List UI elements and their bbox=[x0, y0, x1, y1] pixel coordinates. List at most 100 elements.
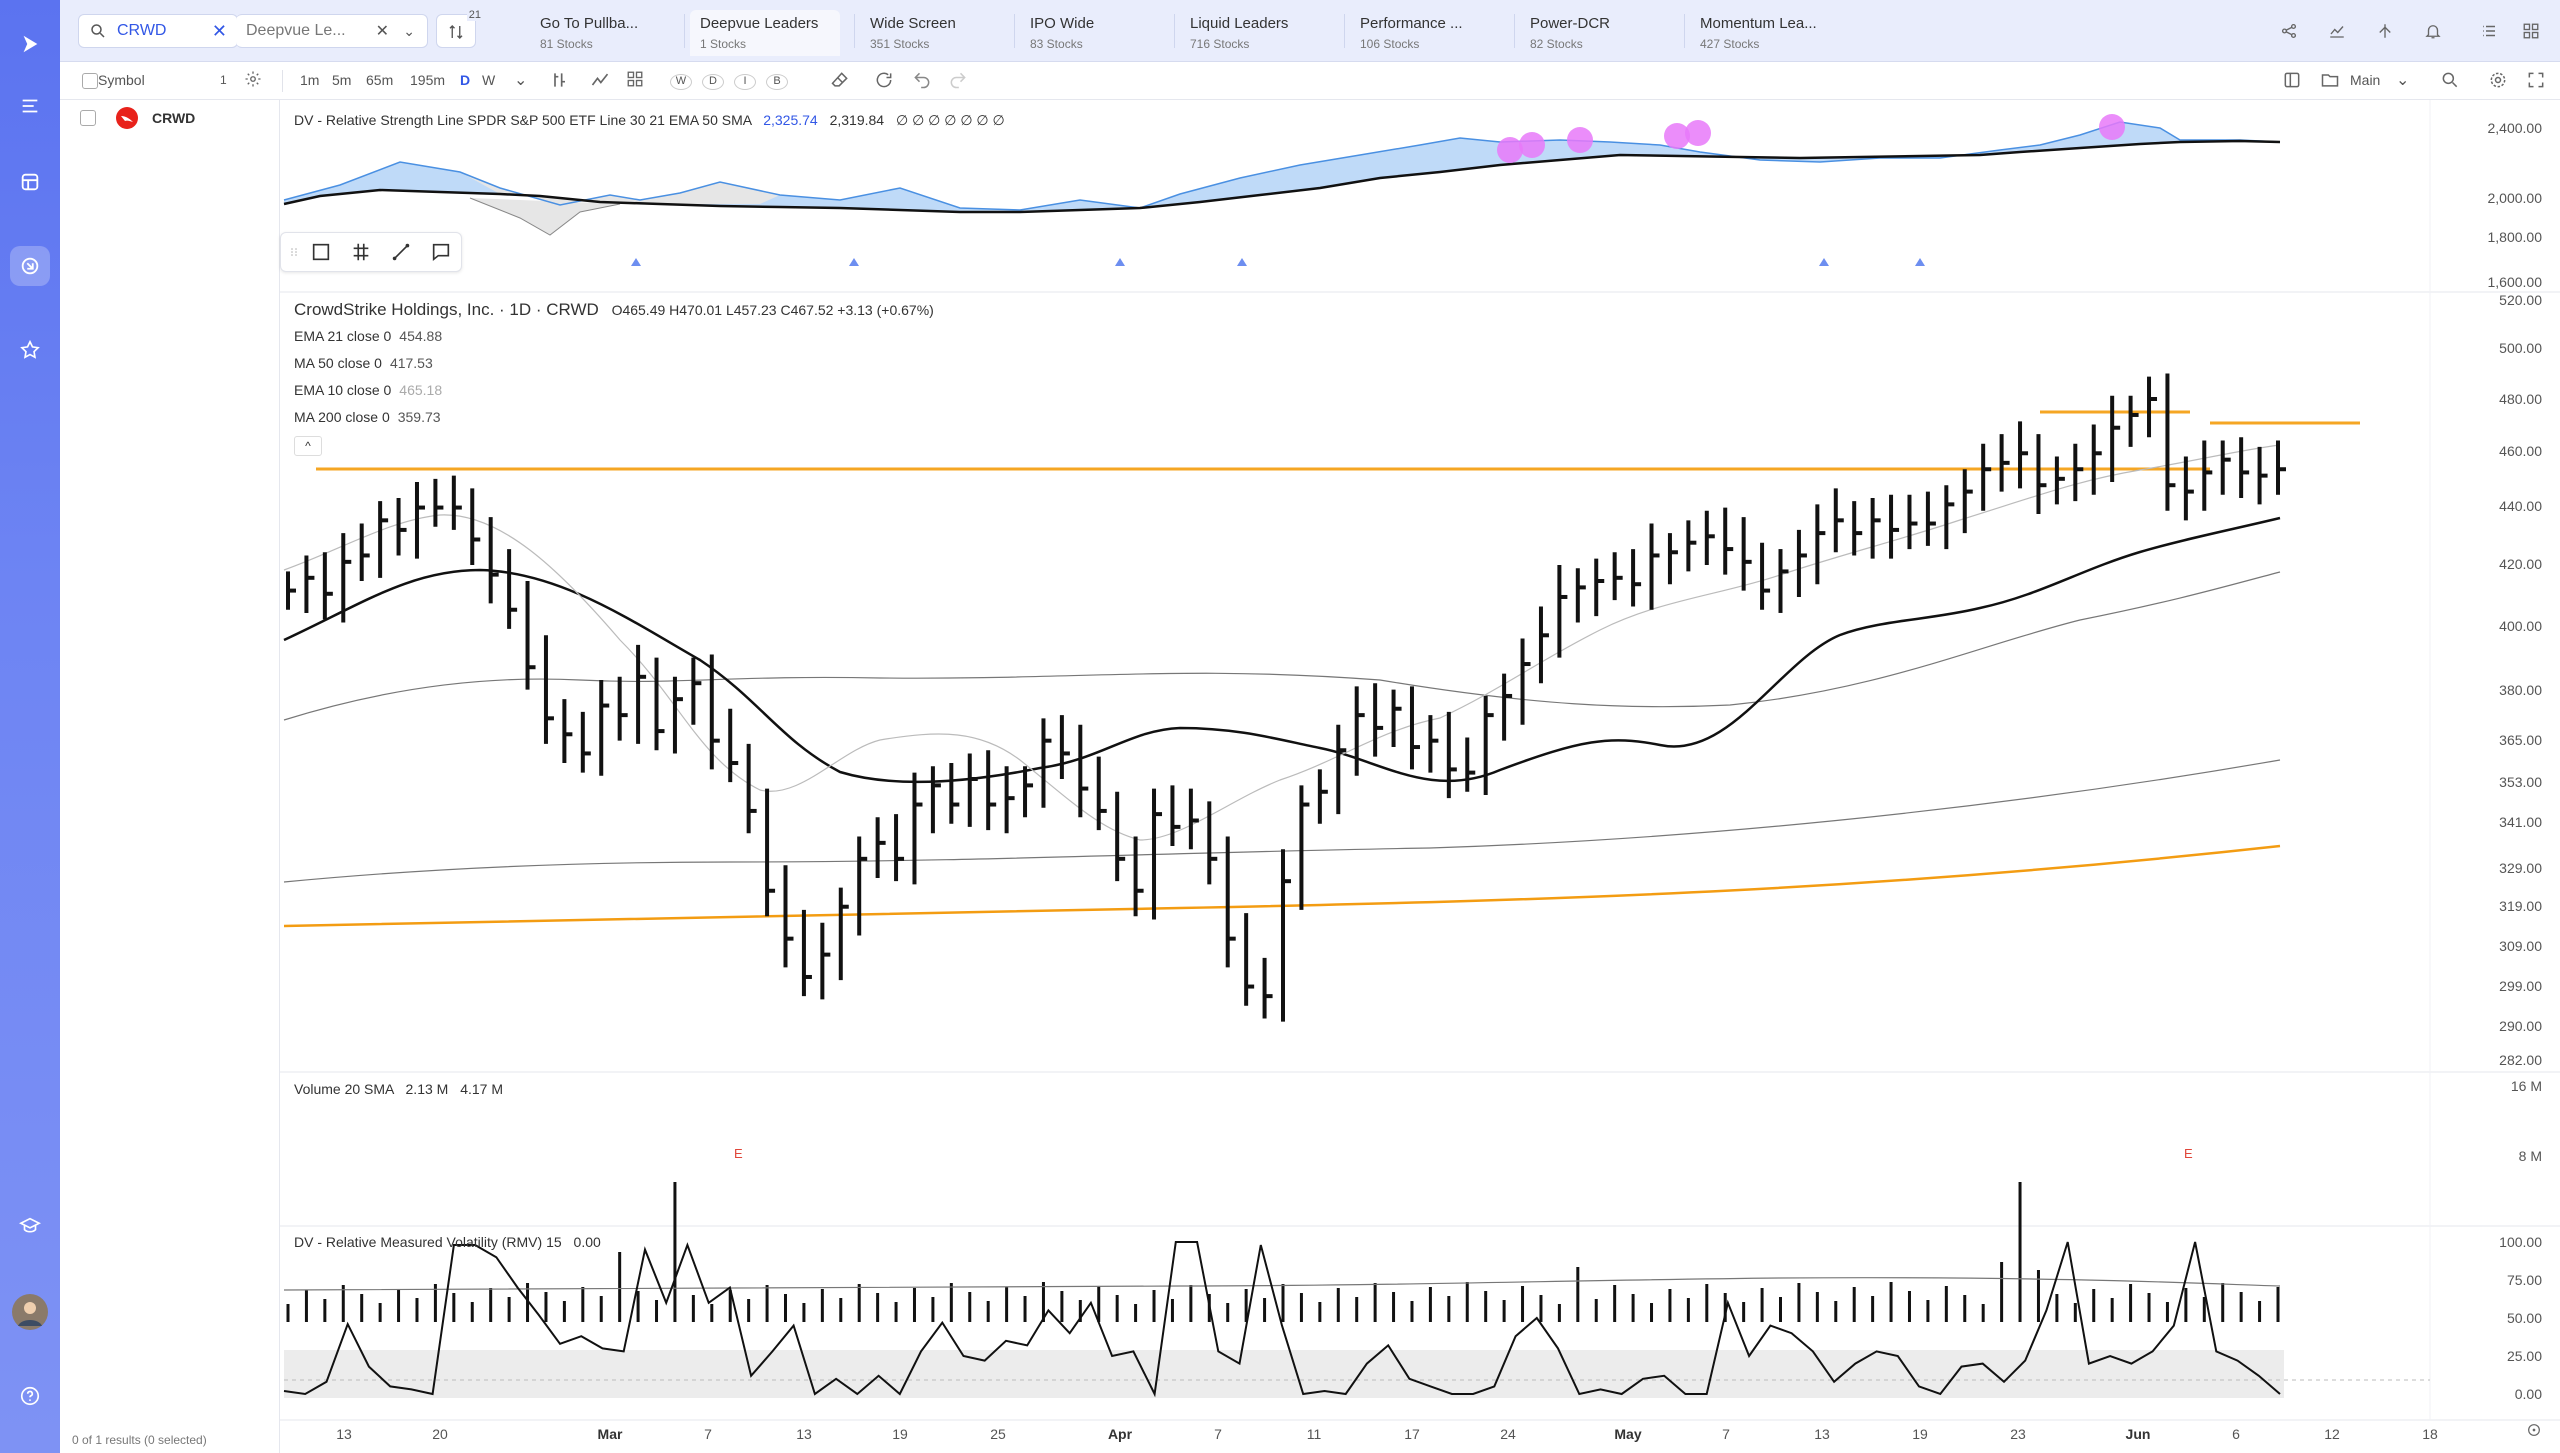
position-tool-icon[interactable] bbox=[341, 234, 381, 270]
rs-ema-line[interactable] bbox=[283, 139, 2281, 214]
refresh-icon[interactable] bbox=[874, 70, 894, 93]
price-axis-tick: 309.00 bbox=[2499, 938, 2542, 954]
study-legend-item[interactable]: MA 50 close 0 417.53 bbox=[294, 355, 433, 371]
rmv-legend[interactable]: DV - Relative Measured Volatility (RMV) … bbox=[294, 1234, 601, 1250]
interval-option[interactable]: D bbox=[460, 72, 471, 88]
price-axis-tick: 1,600.00 bbox=[2487, 274, 2543, 290]
interval-option[interactable]: W bbox=[482, 72, 496, 88]
zoom-icon[interactable] bbox=[2440, 70, 2460, 93]
interval-option[interactable]: 65m bbox=[366, 72, 394, 88]
comment-tool-icon[interactable] bbox=[421, 234, 461, 270]
chart-type-option[interactable]: D bbox=[702, 74, 724, 90]
study-legend-item[interactable]: MA 200 close 0 359.73 bbox=[294, 409, 441, 425]
study-legend-item[interactable]: EMA 21 close 0 454.88 bbox=[294, 328, 442, 344]
avatar[interactable] bbox=[10, 1292, 50, 1332]
rmv-line[interactable] bbox=[283, 1241, 2281, 1398]
volume-legend[interactable]: Volume 20 SMA 2.13 M 4.17 M bbox=[294, 1081, 503, 1097]
row-checkbox[interactable] bbox=[80, 110, 96, 126]
menu-icon[interactable] bbox=[10, 86, 50, 126]
chart-type-option[interactable]: W bbox=[670, 74, 692, 90]
eraser-icon[interactable] bbox=[830, 70, 850, 93]
watchlist-settings-icon[interactable] bbox=[244, 70, 262, 91]
layout-folder-icon[interactable] bbox=[2320, 70, 2340, 93]
time-axis-tick: 13 bbox=[336, 1426, 352, 1442]
logo-icon[interactable] bbox=[10, 24, 50, 64]
line-chart-icon[interactable] bbox=[2326, 20, 2348, 42]
time-axis-tick: 19 bbox=[1912, 1426, 1928, 1442]
layout-grid-icon[interactable] bbox=[626, 70, 644, 91]
watchlist-tab[interactable]: Power-DCR 82 Stocks bbox=[1520, 10, 1670, 56]
undo-icon[interactable] bbox=[912, 70, 932, 93]
list-dropdown[interactable]: Deepvue Le... ✕ ⌄ bbox=[236, 14, 428, 48]
watchlist-tab[interactable]: Go To Pullba... 81 Stocks bbox=[530, 10, 680, 56]
chart-canvas[interactable]: E E bbox=[280, 100, 2560, 1453]
ma-secondary-line[interactable] bbox=[283, 571, 2281, 721]
drag-handle-icon[interactable] bbox=[287, 234, 301, 270]
earnings-marker[interactable]: E bbox=[2184, 1146, 2193, 1161]
earnings-marker[interactable]: E bbox=[734, 1146, 743, 1161]
chart-type-option[interactable]: B bbox=[766, 74, 788, 90]
indicators-icon[interactable] bbox=[550, 70, 570, 93]
trend-line-tool-icon[interactable] bbox=[381, 234, 421, 270]
settings-gear-icon[interactable] bbox=[2488, 70, 2508, 93]
ohlc-bars[interactable] bbox=[286, 373, 2286, 1022]
interval-option[interactable]: 195m bbox=[410, 72, 446, 88]
grid-view-icon[interactable] bbox=[2520, 20, 2542, 42]
select-all-checkbox[interactable] bbox=[82, 73, 98, 89]
star-icon[interactable] bbox=[10, 330, 50, 370]
axis-settings-icon[interactable] bbox=[2526, 1422, 2542, 1443]
list-view-icon[interactable] bbox=[2478, 20, 2500, 42]
scanner-icon[interactable] bbox=[2374, 20, 2396, 42]
chevron-down-icon[interactable]: ⌄ bbox=[403, 22, 415, 39]
price-axis-tick: 460.00 bbox=[2499, 443, 2542, 459]
watchlist-tab[interactable]: IPO Wide 83 Stocks bbox=[1020, 10, 1170, 56]
drawing-toolbar bbox=[280, 232, 462, 272]
layout-name[interactable]: Main bbox=[2350, 72, 2381, 88]
watchlist-row[interactable]: CRWD bbox=[60, 100, 280, 136]
redo-icon[interactable] bbox=[948, 70, 968, 93]
chart-type-option[interactable]: I bbox=[734, 74, 756, 90]
rectangle-tool-icon[interactable] bbox=[301, 234, 341, 270]
panel-toggle-icon[interactable] bbox=[2282, 70, 2302, 93]
help-icon[interactable] bbox=[10, 1376, 50, 1416]
watchlist-tab[interactable]: Wide Screen 351 Stocks bbox=[860, 10, 1010, 56]
ma-50-line[interactable] bbox=[283, 759, 2281, 883]
rs-triangle-marker bbox=[1819, 258, 1829, 266]
chart-nav-icon[interactable] bbox=[10, 246, 50, 286]
clear-search-icon[interactable]: ✕ bbox=[211, 20, 227, 41]
ema-10-line[interactable] bbox=[283, 444, 2281, 841]
bell-icon[interactable] bbox=[2422, 20, 2444, 42]
clear-list-icon[interactable]: ✕ bbox=[375, 23, 389, 40]
rs-line[interactable] bbox=[283, 121, 2281, 211]
symbol-search-input[interactable]: CRWD ✕ bbox=[78, 14, 238, 48]
dashboard-icon[interactable] bbox=[10, 162, 50, 202]
symbol-legend[interactable]: CrowdStrike Holdings, Inc. · 1D · CRWD O… bbox=[294, 300, 934, 320]
fullscreen-icon[interactable] bbox=[2526, 70, 2546, 93]
volume-bars[interactable] bbox=[286, 1182, 2280, 1322]
chart-style-icon[interactable] bbox=[590, 70, 610, 93]
chevron-down-icon[interactable]: ⌄ bbox=[514, 72, 528, 89]
chart-area[interactable]: E E DV - Relative Strength Line SPDR S&P… bbox=[280, 100, 2560, 1453]
watchlist-tab-name: Deepvue Leaders bbox=[700, 15, 819, 32]
watchlist-tab[interactable]: Momentum Lea... 427 Stocks bbox=[1690, 10, 1840, 56]
ema-21-line[interactable] bbox=[283, 516, 2281, 784]
ohlc-values: O465.49 H470.01 L457.23 C467.52 +3.13 (+… bbox=[611, 302, 934, 318]
symbol-column-header[interactable]: Symbol bbox=[98, 72, 145, 88]
time-axis-tick: 18 bbox=[2422, 1426, 2438, 1442]
share-icon[interactable] bbox=[2278, 20, 2300, 42]
sort-icon bbox=[449, 25, 463, 39]
chevron-down-icon[interactable]: ⌄ bbox=[2396, 72, 2410, 89]
graduation-cap-icon[interactable] bbox=[10, 1206, 50, 1246]
rs-legend[interactable]: DV - Relative Strength Line SPDR S&P 500… bbox=[294, 112, 1005, 129]
watchlist-tab[interactable]: Liquid Leaders 716 Stocks bbox=[1180, 10, 1330, 56]
ma-200-line[interactable] bbox=[283, 844, 2281, 928]
price-axis-tick: 50.00 bbox=[2506, 1310, 2542, 1326]
collapse-legend-button[interactable]: ^ bbox=[294, 436, 322, 456]
study-legend-item[interactable]: EMA 10 close 0 465.18 bbox=[294, 382, 442, 398]
watchlist-tab[interactable]: Performance ... 106 Stocks bbox=[1350, 10, 1500, 56]
interval-option[interactable]: 5m bbox=[332, 72, 352, 88]
filter-button[interactable]: 21 bbox=[436, 9, 483, 48]
interval-option[interactable]: 1m bbox=[300, 72, 320, 88]
watchlist-tab[interactable]: Deepvue Leaders 1 Stocks bbox=[690, 10, 840, 56]
rs-new-high-marker bbox=[1497, 137, 1523, 163]
